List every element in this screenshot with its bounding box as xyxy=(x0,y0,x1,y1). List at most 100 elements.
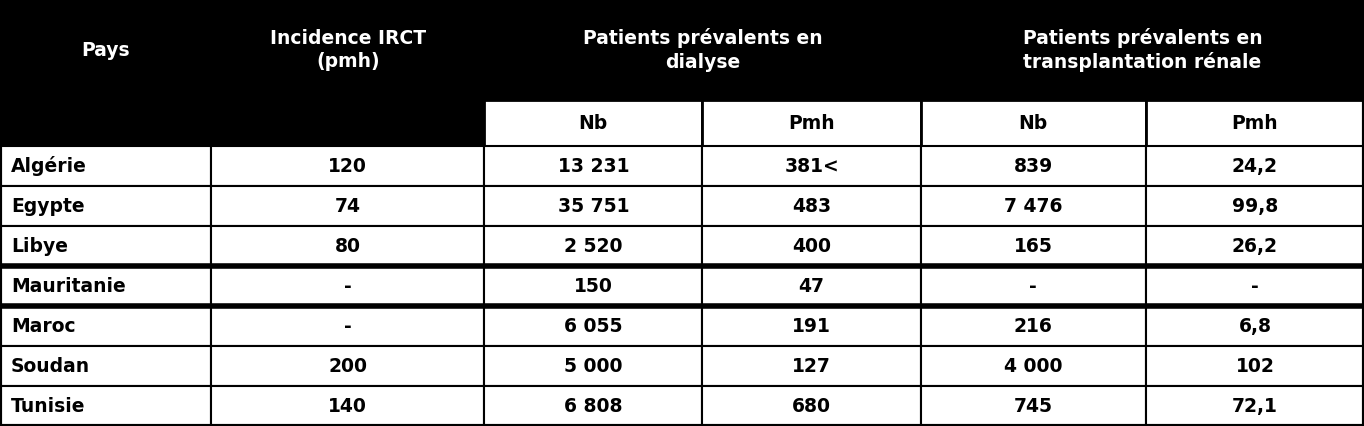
Bar xyxy=(921,386,1146,426)
Text: Maroc: Maroc xyxy=(11,317,75,336)
Bar xyxy=(211,186,484,226)
Text: 400: 400 xyxy=(792,236,831,256)
Bar xyxy=(702,186,921,226)
Text: Incidence IRCT
(pmh): Incidence IRCT (pmh) xyxy=(270,29,426,71)
Text: 127: 127 xyxy=(792,357,831,376)
Text: 5 000: 5 000 xyxy=(565,357,622,376)
Text: 2 520: 2 520 xyxy=(565,236,622,256)
Bar xyxy=(0,100,211,146)
Text: Algérie: Algérie xyxy=(11,156,87,176)
Bar xyxy=(484,100,702,146)
Bar xyxy=(1146,306,1364,346)
Text: 72,1: 72,1 xyxy=(1232,397,1278,415)
Bar xyxy=(921,0,1364,100)
Text: 745: 745 xyxy=(1013,397,1053,415)
Bar xyxy=(484,186,702,226)
Bar xyxy=(921,146,1146,186)
Text: Patients prévalents en
transplantation rénale: Patients prévalents en transplantation r… xyxy=(1023,28,1262,72)
Text: 24,2: 24,2 xyxy=(1232,157,1278,176)
Text: Nb: Nb xyxy=(1019,114,1048,132)
Text: 140: 140 xyxy=(329,397,367,415)
Text: 35 751: 35 751 xyxy=(558,196,629,216)
Bar xyxy=(702,386,921,426)
Text: Pmh: Pmh xyxy=(788,114,835,132)
Bar xyxy=(0,266,211,306)
Bar xyxy=(0,0,211,100)
Bar xyxy=(211,146,484,186)
Text: 381<: 381< xyxy=(784,157,839,176)
Text: 74: 74 xyxy=(334,196,361,216)
Bar xyxy=(702,346,921,386)
Bar xyxy=(1146,186,1364,226)
Text: 839: 839 xyxy=(1013,157,1053,176)
Text: 191: 191 xyxy=(792,317,831,336)
Bar xyxy=(702,266,921,306)
Text: 47: 47 xyxy=(798,276,825,296)
Bar xyxy=(484,226,702,266)
Bar xyxy=(921,266,1146,306)
Text: 80: 80 xyxy=(334,236,361,256)
Bar xyxy=(211,346,484,386)
Bar xyxy=(484,346,702,386)
Bar xyxy=(211,100,484,146)
Text: 6 055: 6 055 xyxy=(565,317,622,336)
Bar xyxy=(1146,266,1364,306)
Bar xyxy=(702,306,921,346)
Bar xyxy=(211,226,484,266)
Bar xyxy=(921,346,1146,386)
Bar xyxy=(484,0,921,100)
Text: 6,8: 6,8 xyxy=(1239,317,1271,336)
Text: -: - xyxy=(1030,276,1037,296)
Text: Tunisie: Tunisie xyxy=(11,397,86,415)
Bar xyxy=(1146,226,1364,266)
Text: Mauritanie: Mauritanie xyxy=(11,276,125,296)
Bar xyxy=(702,226,921,266)
Text: 99,8: 99,8 xyxy=(1232,196,1278,216)
Bar xyxy=(484,306,702,346)
Text: Egypte: Egypte xyxy=(11,196,85,216)
Text: 6 808: 6 808 xyxy=(565,397,622,415)
Bar xyxy=(0,306,211,346)
Text: 7 476: 7 476 xyxy=(1004,196,1063,216)
Bar xyxy=(921,186,1146,226)
Bar xyxy=(211,306,484,346)
Bar xyxy=(484,146,702,186)
Text: 4 000: 4 000 xyxy=(1004,357,1063,376)
Bar xyxy=(1146,346,1364,386)
Bar xyxy=(0,186,211,226)
Bar xyxy=(921,306,1146,346)
Text: -: - xyxy=(344,317,352,336)
Text: 216: 216 xyxy=(1013,317,1053,336)
Text: -: - xyxy=(344,276,352,296)
Text: 13 231: 13 231 xyxy=(558,157,629,176)
Text: 102: 102 xyxy=(1236,357,1274,376)
Text: Libye: Libye xyxy=(11,236,68,256)
Bar xyxy=(1146,386,1364,426)
Text: 165: 165 xyxy=(1013,236,1053,256)
Bar xyxy=(0,146,211,186)
Text: 26,2: 26,2 xyxy=(1232,236,1278,256)
Text: 200: 200 xyxy=(329,357,367,376)
Text: 680: 680 xyxy=(792,397,831,415)
Bar xyxy=(0,226,211,266)
Bar xyxy=(211,386,484,426)
Text: Soudan: Soudan xyxy=(11,357,90,376)
Text: Pays: Pays xyxy=(82,40,130,60)
Bar xyxy=(211,266,484,306)
Bar xyxy=(702,100,921,146)
Bar xyxy=(484,386,702,426)
Bar xyxy=(1146,146,1364,186)
Bar xyxy=(921,100,1146,146)
Bar xyxy=(484,266,702,306)
Text: Nb: Nb xyxy=(578,114,608,132)
Bar xyxy=(0,386,211,426)
Bar xyxy=(1146,100,1364,146)
Text: Patients prévalents en
dialyse: Patients prévalents en dialyse xyxy=(582,28,822,72)
Text: -: - xyxy=(1251,276,1259,296)
Text: Pmh: Pmh xyxy=(1232,114,1278,132)
Text: 483: 483 xyxy=(792,196,831,216)
Bar xyxy=(702,146,921,186)
Bar xyxy=(0,346,211,386)
Text: 150: 150 xyxy=(574,276,612,296)
Text: 120: 120 xyxy=(329,157,367,176)
